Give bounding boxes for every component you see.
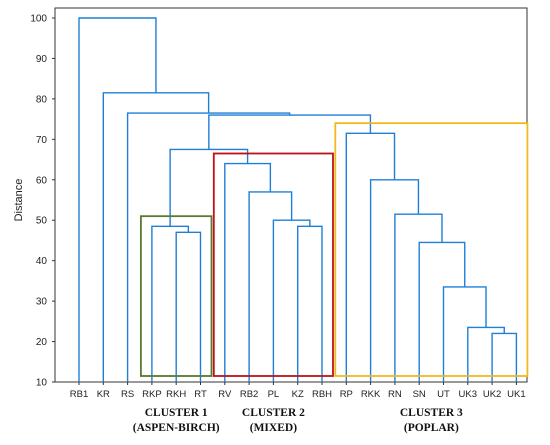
dendrogram-link	[297, 225, 323, 382]
leaf-label: UK3	[459, 389, 477, 400]
cluster-subtitle: (MIXED)	[250, 422, 297, 434]
dendrogram-link	[418, 241, 466, 382]
dendrogram-link	[175, 231, 202, 382]
cluster-boxes	[139, 122, 529, 377]
y-tick-label: 90	[36, 54, 48, 65]
cluster-subtitle: (POPLAR)	[404, 422, 459, 434]
y-tick-label: 40	[36, 256, 48, 267]
dendrogram-link	[102, 92, 210, 382]
leaf-label: RP	[340, 389, 353, 400]
leaf-label: RBH	[312, 389, 332, 400]
leaf-label: UT	[437, 389, 450, 400]
y-tick-label: 50	[36, 216, 48, 227]
dendrogram-link	[224, 162, 272, 382]
leaf-label: RN	[388, 389, 402, 400]
leaf-label: KR	[97, 389, 110, 400]
leaf-label: RKP	[142, 389, 162, 400]
dendrogram-link	[491, 332, 518, 382]
leaf-label: RKK	[361, 389, 381, 400]
leaf-label: UK2	[483, 389, 501, 400]
cluster-labels: CLUSTER 1 (ASPEN-BIRCH) CLUSTER 2 (MIXED) CL…	[133, 407, 463, 434]
leaf-label: PL	[268, 389, 280, 400]
y-tick-label: 20	[36, 337, 48, 348]
dendrogram-link	[369, 179, 420, 382]
dendrogram-link	[272, 219, 311, 382]
y-tick-label: 60	[36, 175, 48, 186]
leaf-label: RKH	[166, 389, 186, 400]
y-tick-label: 10	[36, 378, 48, 389]
dendrogram-link	[467, 326, 505, 382]
dendrogram-link	[345, 132, 396, 382]
leaf-label: SN	[413, 389, 426, 400]
leaf-label: RB1	[70, 389, 88, 400]
leaf-label: KZ	[292, 389, 304, 400]
cluster-box	[212, 152, 334, 377]
y-tick-label: 80	[36, 94, 48, 105]
cluster-subtitle: (ASPEN-BIRCH)	[133, 422, 220, 434]
leaf-labels: RB1 KR RS RKP RKH RT RV RB2 PL KZ RBH RP RKK RN SN UT UK…	[70, 382, 526, 400]
leaf-label: RB2	[240, 389, 258, 400]
dendrogram-link	[169, 148, 249, 227]
dendrogram-link	[208, 114, 372, 150]
y-tick-label: 30	[36, 297, 48, 308]
leaf-label: RS	[121, 389, 134, 400]
cluster-box	[334, 122, 529, 377]
cluster-box	[139, 215, 213, 377]
y-axis-label: Distance	[13, 179, 25, 222]
dendrogram-link	[442, 286, 487, 382]
dendrogram-link	[78, 17, 157, 382]
leaf-label: RT	[194, 389, 207, 400]
cluster-title: CLUSTER 3	[400, 407, 463, 419]
dendrogram-link	[151, 225, 190, 382]
y-tick-label: 100	[30, 14, 47, 25]
leaf-label: UK1	[507, 389, 525, 400]
cluster-title: CLUSTER 1	[145, 407, 208, 419]
y-axis: 10 20 30 40 50 60 70 80 90 100	[30, 14, 55, 389]
y-tick-label: 70	[36, 135, 48, 146]
leaf-label: RV	[218, 389, 232, 400]
cluster-title: CLUSTER 2	[242, 407, 305, 419]
dendrogram-link	[394, 213, 443, 382]
dendrogram-links	[78, 17, 518, 382]
